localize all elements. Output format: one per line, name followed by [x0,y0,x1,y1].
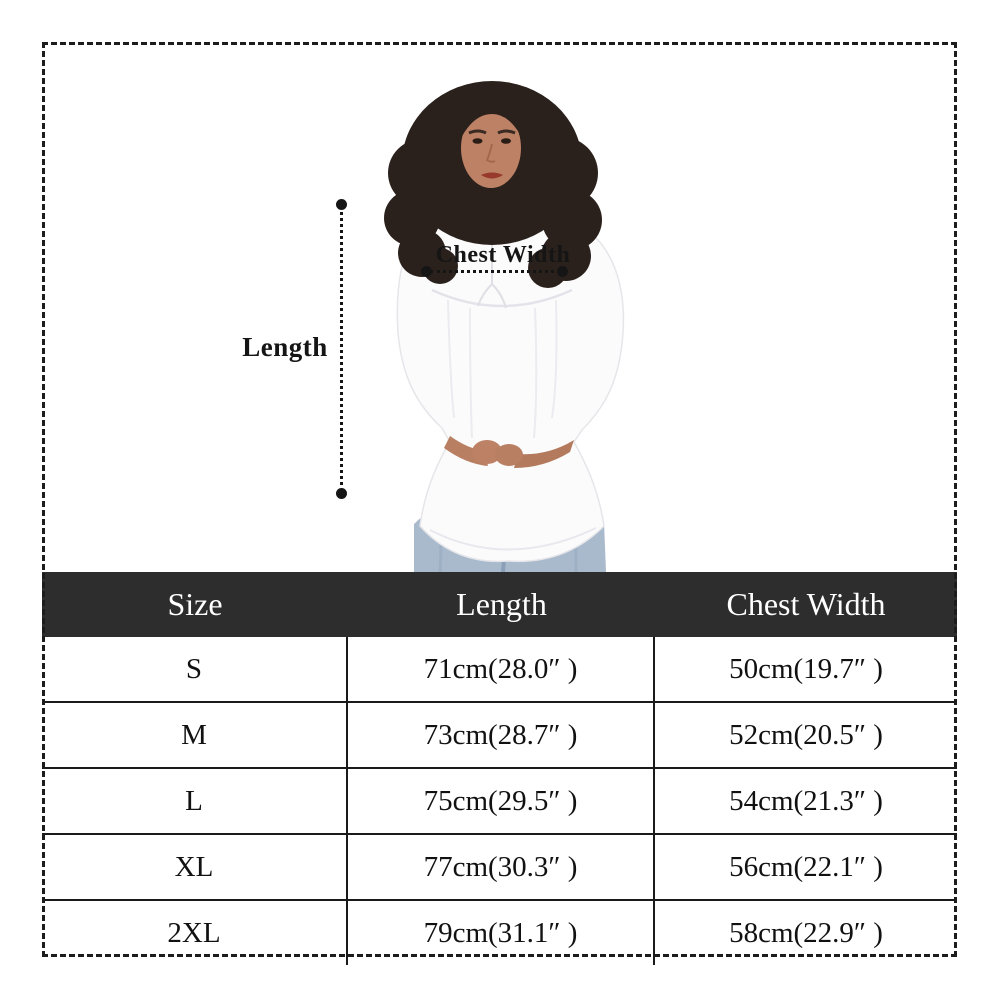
table-header-row: Size Length Chest Width [42,572,957,637]
column-header-length: Length [456,586,547,622]
size-cell: S [42,637,348,701]
size-cell: 2XL [42,901,348,965]
table-row: M 73cm(28.7″ ) 52cm(20.5″ ) [42,703,957,769]
length-cell: 71cm(28.0″ ) [348,637,655,701]
length-cell: 73cm(28.7″ ) [348,703,655,767]
column-header-size: Size [167,586,223,622]
measure-endpoint-dot [557,266,568,277]
chest-width-cell: 52cm(20.5″ ) [729,718,883,751]
measure-endpoint-dot [336,488,347,499]
measure-endpoint-dot [336,199,347,210]
size-cell: M [42,703,348,767]
chest-width-cell: 56cm(22.1″ ) [729,850,883,883]
chest-width-cell: 58cm(22.9″ ) [729,916,883,949]
size-cell: L [42,769,348,833]
table-row: S 71cm(28.0″ ) 50cm(19.7″ ) [42,637,957,703]
chest-width-measure-label: Chest Width [435,242,571,268]
size-table: Size Length Chest Width S 71cm(28.0″ ) 5… [42,572,957,965]
length-cell: 75cm(29.5″ ) [348,769,655,833]
chest-width-cell: 50cm(19.7″ ) [729,652,883,685]
table-row: L 75cm(29.5″ ) 54cm(21.3″ ) [42,769,957,835]
length-cell: 79cm(31.1″ ) [348,901,655,965]
face [460,98,524,188]
hands [444,436,574,468]
chest-width-measure-line [430,270,561,273]
size-cell: XL [42,835,348,899]
length-measure-line [340,205,343,493]
table-row: 2XL 79cm(31.1″ ) 58cm(22.9″ ) [42,901,957,965]
length-measure-label: Length [242,332,328,362]
chest-width-cell: 54cm(21.3″ ) [729,784,883,817]
model-photo [384,81,625,572]
length-cell: 77cm(30.3″ ) [348,835,655,899]
table-row: XL 77cm(30.3″ ) 56cm(22.1″ ) [42,835,957,901]
column-header-chest-width: Chest Width [726,586,886,622]
measure-endpoint-dot [421,266,432,277]
